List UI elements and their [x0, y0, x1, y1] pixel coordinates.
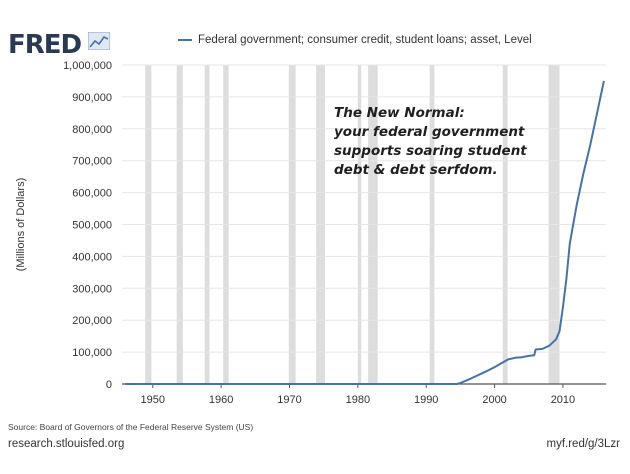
short-link[interactable]: myf.red/g/3Lzr: [546, 438, 621, 450]
legend-label: Federal government; consumer credit, stu…: [198, 34, 532, 46]
site-link[interactable]: research.stlouisfed.org: [8, 438, 125, 450]
annotation: The New Normal: your federal government su…: [334, 105, 527, 178]
annotation-line-3: debt & debt serfdom.: [334, 162, 498, 178]
annotation-line-0: The New Normal:: [334, 105, 465, 121]
y-tick-label-1: 100,000: [72, 347, 112, 359]
y-tick-label-6: 600,000: [72, 188, 112, 200]
series-line-0: [125, 80, 605, 385]
legend-swatch: [178, 39, 192, 41]
y-tick-label-10: 1,000,000: [63, 60, 112, 72]
annotation-line-1: your federal government: [334, 124, 525, 140]
fred-logo[interactable]: FRED: [8, 30, 82, 60]
axes: 0 100,000 200,000 300,000 400,000 500,000 600,…: [15, 60, 606, 406]
chart-legend: Federal government; consumer credit, stu…: [178, 34, 532, 46]
y-tick-label-3: 300,000: [72, 283, 112, 295]
y-axis-label: (Millions of Dollars): [15, 178, 27, 272]
x-tick-label-6: 2010: [551, 394, 575, 406]
y-tick-label-8: 800,000: [72, 124, 112, 136]
x-tick-label-1: 1960: [209, 394, 233, 406]
fred-graph-icon: [88, 32, 110, 50]
y-tick-label-9: 900,000: [72, 92, 112, 104]
gridlines: [122, 64, 606, 353]
x-tick-label-2: 1970: [277, 394, 301, 406]
series-lines: [125, 80, 605, 385]
y-tick-label-2: 200,000: [72, 315, 112, 327]
y-tick-label-4: 400,000: [72, 251, 112, 263]
y-tick-label-5: 500,000: [72, 220, 112, 232]
x-tick-label-3: 1980: [346, 394, 370, 406]
y-tick-label-7: 700,000: [72, 156, 112, 168]
annotation-line-2: supports soaring student: [334, 143, 527, 159]
x-tick-label-4: 1990: [414, 394, 438, 406]
source-note: Source: Board of Governors of the Federa…: [8, 422, 254, 432]
x-tick-label-0: 1950: [141, 394, 165, 406]
x-tick-label-5: 2000: [482, 394, 506, 406]
y-tick-label-0: 0: [106, 379, 112, 391]
